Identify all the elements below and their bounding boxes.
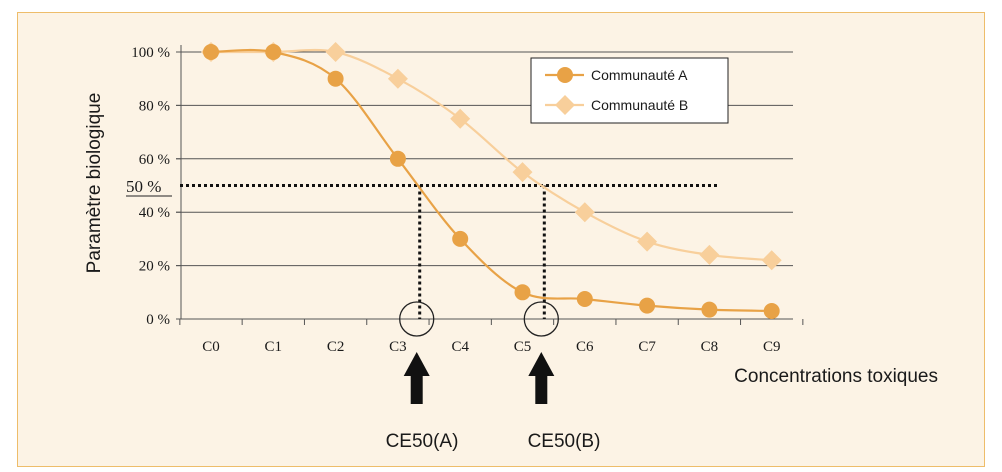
data-point-b — [761, 250, 782, 271]
y-tick-label: 60 % — [139, 152, 170, 168]
y-axis-label: Paramètre biologique — [84, 93, 105, 274]
ce50-arrow-icon — [528, 352, 555, 404]
ce50-arrow-icon — [403, 352, 430, 404]
data-point-b — [574, 202, 595, 223]
series-line-b — [210, 48, 772, 262]
x-tick-label: C6 — [576, 339, 594, 355]
data-point-a — [576, 290, 593, 307]
data-point-b — [387, 68, 408, 89]
x-tick-label: C5 — [514, 339, 532, 355]
threshold-label: 50 % — [126, 177, 161, 196]
legend-label: Communauté B — [591, 97, 688, 113]
ce50-b-label: CE50(B) — [528, 431, 601, 452]
x-tick-labels: C0 C1 C2 C3 C4 C5 C6 C7 C8 C9 — [179, 319, 804, 355]
data-point-a — [389, 150, 406, 167]
ce50-a-label: CE50(A) — [386, 431, 459, 452]
data-point-b — [637, 231, 658, 252]
axes — [180, 45, 793, 320]
data-point-a — [514, 284, 531, 301]
y-tick-label: 40 % — [139, 205, 170, 221]
data-point-a — [203, 44, 219, 60]
data-point-b — [699, 244, 720, 265]
y-tick-label: 80 % — [139, 98, 170, 114]
x-tick-label: C2 — [327, 339, 345, 355]
data-point-a — [639, 297, 656, 314]
data-point-b — [450, 108, 471, 129]
x-axis-label: Concentrations toxiques — [734, 366, 938, 387]
x-tick-label: C9 — [763, 339, 781, 355]
ce50-guides — [126, 184, 720, 404]
data-point-a — [452, 230, 469, 247]
legend: Communauté A Communauté B — [530, 57, 729, 124]
x-tick-label: C7 — [638, 339, 656, 355]
legend-label: Communauté A — [591, 67, 688, 83]
x-tick-label: C1 — [265, 339, 283, 355]
data-point-a — [701, 301, 718, 318]
data-point-a — [327, 70, 344, 87]
data-point-b — [512, 162, 533, 183]
data-point-a — [763, 302, 780, 319]
x-tick-label: C8 — [701, 339, 719, 355]
legend-marker-a — [557, 67, 573, 83]
x-tick-label: C0 — [202, 339, 220, 355]
y-tick-label: 20 % — [139, 259, 170, 275]
data-point-a — [265, 44, 282, 60]
x-tick-label: C4 — [451, 339, 469, 355]
y-tick-label: 100 % — [131, 45, 170, 61]
x-tick-label: C3 — [389, 339, 407, 355]
series-line-a — [210, 48, 772, 313]
data-point-b — [325, 42, 346, 62]
legend-marker-b — [555, 95, 575, 115]
chart-frame — [17, 12, 985, 467]
ce50-circle — [523, 301, 559, 337]
ce50-circle — [399, 301, 435, 337]
y-tick-labels: 0 % 20 % 40 % 60 % 80 % 100 % — [131, 45, 170, 328]
y-tick-label: 0 % — [146, 312, 170, 328]
series-layer — [201, 42, 782, 319]
